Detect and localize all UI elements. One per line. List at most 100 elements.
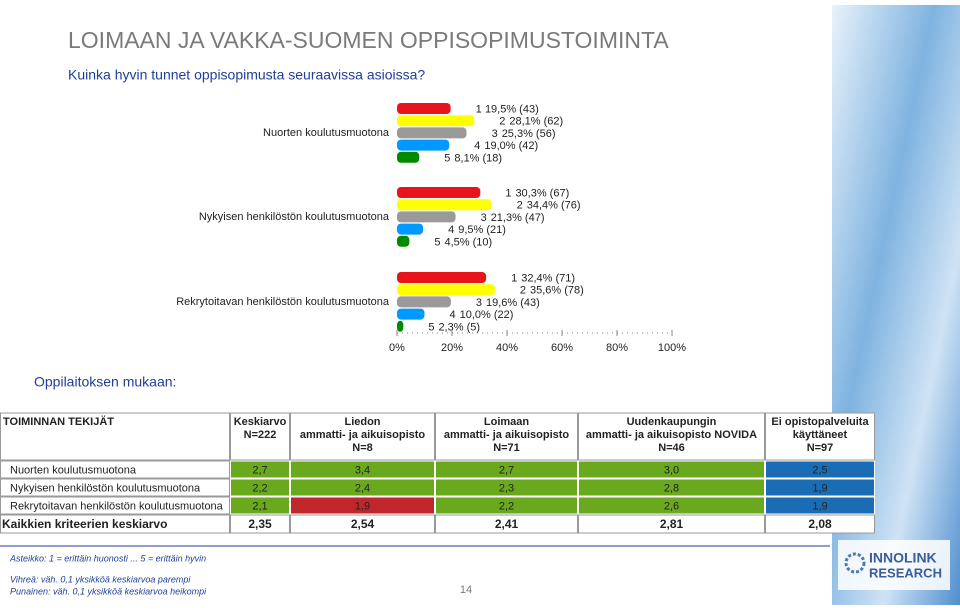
table-cell <box>0 496 230 515</box>
table-cell <box>290 460 435 479</box>
data-label: 3 21,3% (47) <box>481 212 545 224</box>
table-cell <box>578 478 765 497</box>
header-text: TOIMINNAN TEKIJÄT <box>3 415 114 428</box>
value-label: 25,3% (56) <box>502 128 556 140</box>
data-label: 4 10,0% (22) <box>450 309 514 321</box>
header-text: ammatti- ja aikuisopisto <box>300 429 426 441</box>
table-cell <box>435 496 578 515</box>
table-cell <box>290 496 435 515</box>
header-text: N=46 <box>658 442 685 454</box>
header-text: ammatti- ja aikuisopisto NOVIDA <box>586 429 757 441</box>
cell-text: 2,3 <box>499 482 514 494</box>
data-label: 5 8,1% (18) <box>444 152 502 164</box>
header-text: N=97 <box>807 442 834 454</box>
header-text: ammatti- ja aikuisopisto <box>444 429 570 441</box>
data-label: 2 35,6% (78) <box>520 285 584 297</box>
category-label: Nykyisen henkilöstön koulutusmuotona <box>199 211 390 223</box>
table-cell <box>578 514 765 534</box>
section-heading: Oppilaitoksen mukaan: <box>34 374 176 390</box>
series-name: 1 <box>476 103 482 115</box>
data-label: 4 9,5% (21) <box>448 224 506 236</box>
series-name: 4 <box>448 224 454 236</box>
table-cell <box>765 496 875 515</box>
bar <box>397 115 475 127</box>
value-label: 21,3% (47) <box>491 212 545 224</box>
bar <box>397 320 404 332</box>
table-cell <box>290 478 435 497</box>
value-label: 28,1% (62) <box>509 116 563 128</box>
value-label: 30,3% (67) <box>515 187 569 199</box>
cell-text: 1,9 <box>812 482 827 494</box>
table-cell <box>230 514 290 534</box>
note: Punainen: väh. 0,1 yksikköä keskiarvoa h… <box>10 586 207 596</box>
bar <box>397 199 492 211</box>
table-cell <box>435 478 578 497</box>
header-text: Liedon <box>344 416 380 428</box>
data-label: 3 25,3% (56) <box>492 128 556 140</box>
cell-text: 2,7 <box>499 464 514 476</box>
value-label: 8,1% (18) <box>454 152 502 164</box>
cell-text: 1,9 <box>812 500 827 512</box>
table-cell <box>230 478 290 497</box>
table-cell <box>765 478 875 497</box>
header-text: Keskiarvo <box>234 416 287 428</box>
cell-text: 2,2 <box>499 500 514 512</box>
cell-text: 2,4 <box>355 482 370 494</box>
data-label: 3 19,6% (43) <box>476 297 540 309</box>
data-label: 2 28,1% (62) <box>499 116 563 128</box>
cell-text: 2,7 <box>252 464 267 476</box>
table-cell <box>765 460 875 479</box>
value-label: 35,6% (78) <box>530 285 584 297</box>
header-text: N=8 <box>352 442 373 454</box>
data-label: 5 4,5% (10) <box>434 236 492 248</box>
logo-text: INNOLINK <box>869 550 937 566</box>
series-name: 5 <box>428 321 434 333</box>
cell-text: Nuorten koulutusmuotona <box>10 464 137 476</box>
header-cell <box>765 412 875 461</box>
series-name: 1 <box>511 272 517 284</box>
header-cell <box>578 412 765 461</box>
header-cell <box>0 412 230 461</box>
x-tick-label: 80% <box>606 342 628 354</box>
bar <box>397 151 420 163</box>
value-label: 34,4% (76) <box>527 200 581 212</box>
page-number: 14 <box>460 584 472 596</box>
table-cell <box>230 460 290 479</box>
note: Asteikko: 1 = erittäin huonosti ... 5 = … <box>9 553 206 563</box>
category-label: Rekrytoitavan henkilöstön koulutusmuoton… <box>176 296 390 308</box>
header-cell <box>290 412 435 461</box>
table-cell <box>230 496 290 515</box>
series-name: 5 <box>434 236 440 248</box>
x-tick-label: 40% <box>496 342 518 354</box>
series-name: 5 <box>444 152 450 164</box>
series-name: 3 <box>476 297 482 309</box>
header-text: Ei opistopalveluita <box>771 416 869 428</box>
value-label: 19,5% (43) <box>485 103 539 115</box>
series-name: 2 <box>517 200 523 212</box>
series-name: 1 <box>505 187 511 199</box>
cell-text: 2,81 <box>660 517 684 531</box>
bar <box>397 272 487 283</box>
cell-text: 2,1 <box>252 500 267 512</box>
logo-box <box>838 540 950 590</box>
header-text: N=222 <box>244 429 277 441</box>
data-label: 1 32,4% (71) <box>511 272 575 284</box>
bar <box>397 139 450 151</box>
bar <box>397 211 456 223</box>
header-text: N=71 <box>493 442 520 454</box>
cell-text: 3,0 <box>664 464 679 476</box>
series-name: 3 <box>492 128 498 140</box>
series-name: 3 <box>481 212 487 224</box>
cell-text: 2,35 <box>248 517 272 531</box>
cell-text: 2,08 <box>808 517 832 531</box>
bar <box>397 284 495 296</box>
data-label: 2 34,4% (76) <box>517 200 581 212</box>
table-cell <box>0 514 230 534</box>
value-label: 9,5% (21) <box>458 224 506 236</box>
cell-text: Rekrytoitavan henkilöstön koulutusmuoton… <box>10 500 224 512</box>
x-tick-label: 60% <box>551 342 573 354</box>
category-label: Nuorten koulutusmuotona <box>263 127 390 139</box>
value-label: 32,4% (71) <box>521 272 575 284</box>
cell-text: 2,41 <box>495 517 519 531</box>
